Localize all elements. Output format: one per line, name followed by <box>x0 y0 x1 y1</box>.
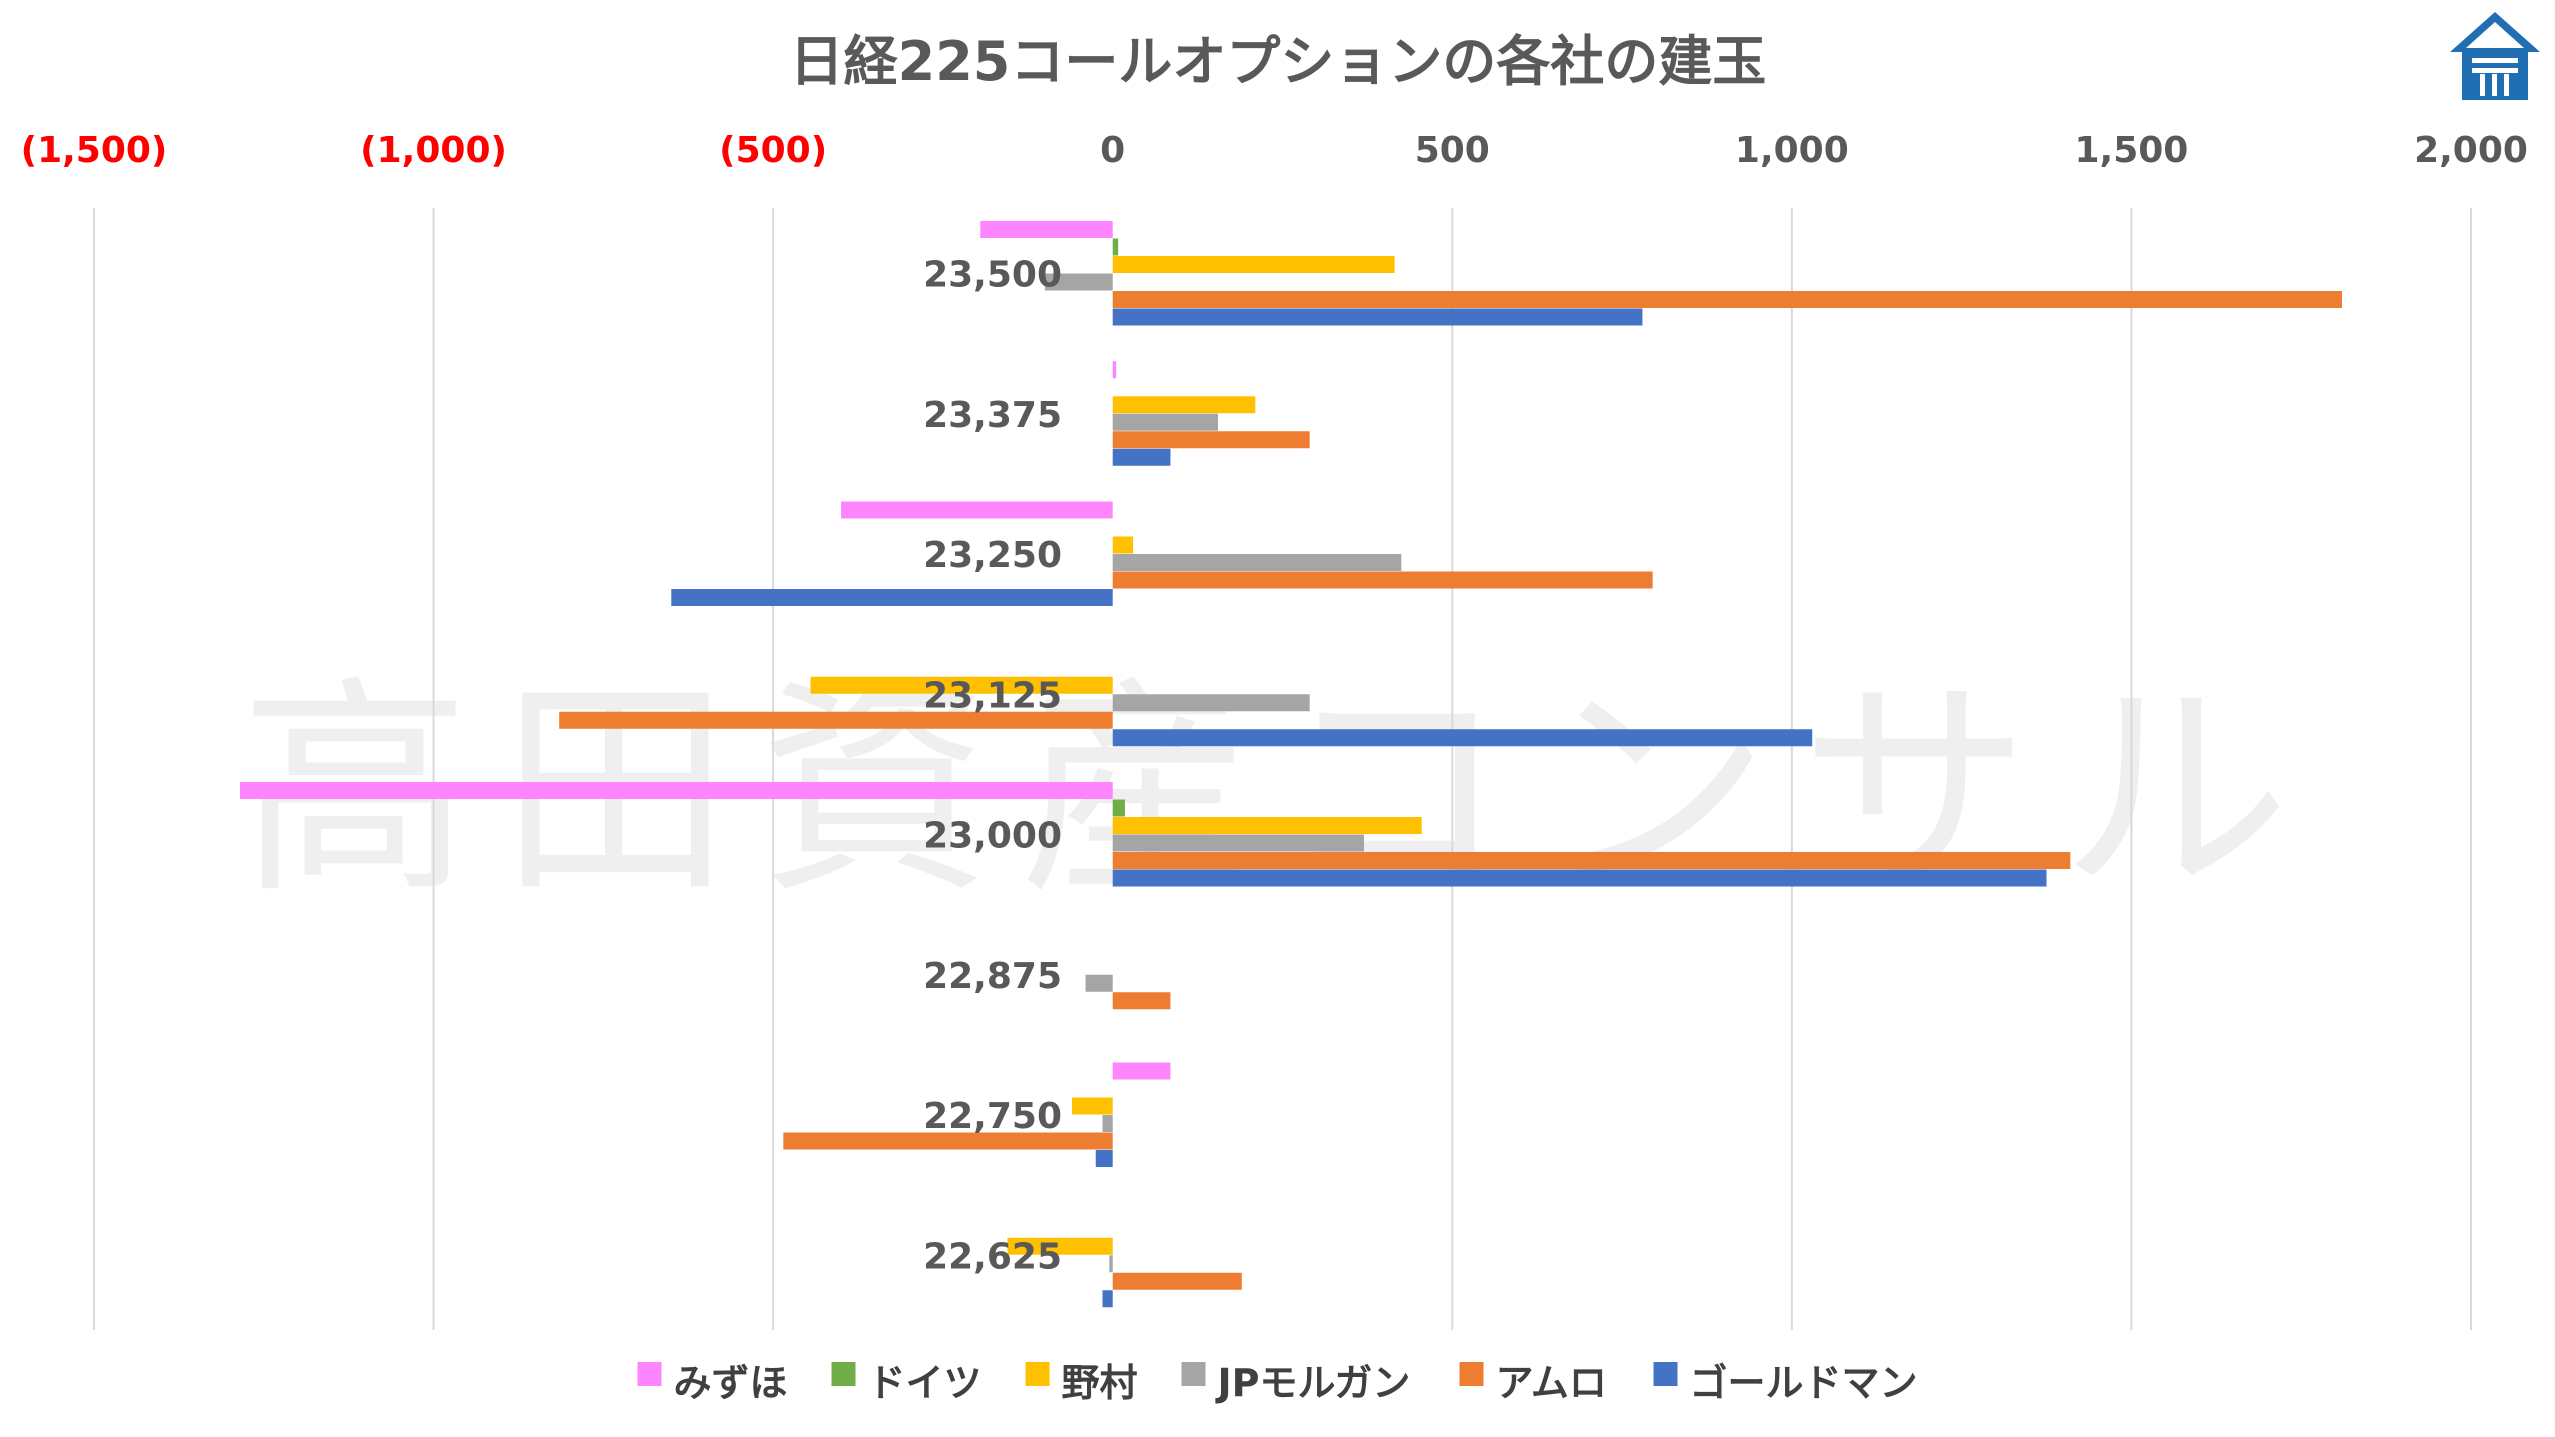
bar <box>1044 273 1113 291</box>
category-label: 23,125 <box>923 675 1062 716</box>
legend-label: ゴールドマン <box>1690 1361 1918 1405</box>
bar <box>1112 396 1256 414</box>
category-label: 23,000 <box>923 816 1062 857</box>
bar <box>1112 729 1813 747</box>
category-label: 23,500 <box>923 255 1062 296</box>
bar <box>1095 1150 1113 1167</box>
bar <box>1112 361 1117 379</box>
gridlines <box>93 208 2472 1330</box>
bar <box>1102 1115 1113 1132</box>
bar <box>1112 571 1653 589</box>
bar <box>980 221 1113 238</box>
bar <box>1112 869 2047 887</box>
bar <box>1112 694 1310 712</box>
legend-label: JPモルガン <box>1215 1361 1411 1405</box>
bar <box>1007 1237 1113 1255</box>
category-label: 23,375 <box>923 395 1062 436</box>
legend-swatch <box>1459 1362 1484 1386</box>
x-tick-label: (1,000) <box>360 130 507 171</box>
category-label: 23,250 <box>923 535 1062 576</box>
bar <box>240 782 1113 799</box>
x-tick-label: 500 <box>1415 130 1490 171</box>
bar <box>1109 1255 1113 1273</box>
chart-title: 日経225コールオプションの各社の建玉 <box>790 30 1767 93</box>
bar <box>783 1132 1113 1150</box>
category-label: 22,625 <box>923 1236 1062 1277</box>
bar <box>841 501 1113 519</box>
category-label: 22,875 <box>923 956 1062 997</box>
bar <box>1112 554 1402 571</box>
bar <box>559 711 1113 729</box>
house-logo-icon <box>2450 12 2540 100</box>
x-tick-label: (1,500) <box>21 130 168 171</box>
bar <box>1112 852 2071 869</box>
legend-label: みずほ <box>674 1361 788 1405</box>
legend-swatch <box>831 1362 856 1386</box>
bar <box>1112 308 1643 326</box>
legend-swatch <box>1653 1362 1678 1386</box>
bar <box>1112 992 1171 1010</box>
category-labels: 23,500 23,375 23,250 23,125 23,000 22,875 22,7… <box>923 255 1062 1278</box>
legend-swatch <box>1025 1362 1050 1386</box>
x-axis-ticks: (1,500) (1,000) (500) 0 500 1,000 1,500 2,000 <box>21 130 2528 171</box>
bar <box>1112 1062 1171 1080</box>
bar <box>1112 291 2342 308</box>
bar <box>671 589 1113 606</box>
bar <box>1112 799 1125 817</box>
legend: みずほ ドイツ 野村 JPモルガン アムロ ゴールドマン <box>637 1361 1918 1405</box>
bar <box>1112 536 1134 554</box>
bar <box>1112 448 1171 466</box>
category-label: 22,750 <box>923 1096 1062 1137</box>
bar <box>1085 974 1113 992</box>
legend-swatch <box>1181 1362 1206 1386</box>
x-tick-label: 1,500 <box>2074 130 2188 171</box>
bar <box>1112 431 1310 449</box>
legend-label: ドイツ <box>868 1361 982 1405</box>
bar <box>1112 413 1218 431</box>
bar <box>1112 1272 1242 1290</box>
x-tick-label: 2,000 <box>2414 130 2528 171</box>
legend-label: 野村 <box>1062 1361 1138 1405</box>
x-tick-label: 1,000 <box>1735 130 1849 171</box>
legend-label: アムロ <box>1496 1361 1607 1405</box>
bar <box>1112 834 1364 852</box>
bar <box>1102 1290 1113 1308</box>
x-tick-label: 0 <box>1100 130 1125 171</box>
bars <box>240 221 2342 1308</box>
bar <box>1112 238 1119 256</box>
x-tick-label: (500) <box>719 130 827 171</box>
bar <box>1112 256 1395 273</box>
bar <box>1071 1097 1113 1115</box>
bar <box>1112 817 1422 834</box>
legend-swatch <box>637 1362 662 1386</box>
bar <box>810 676 1113 694</box>
